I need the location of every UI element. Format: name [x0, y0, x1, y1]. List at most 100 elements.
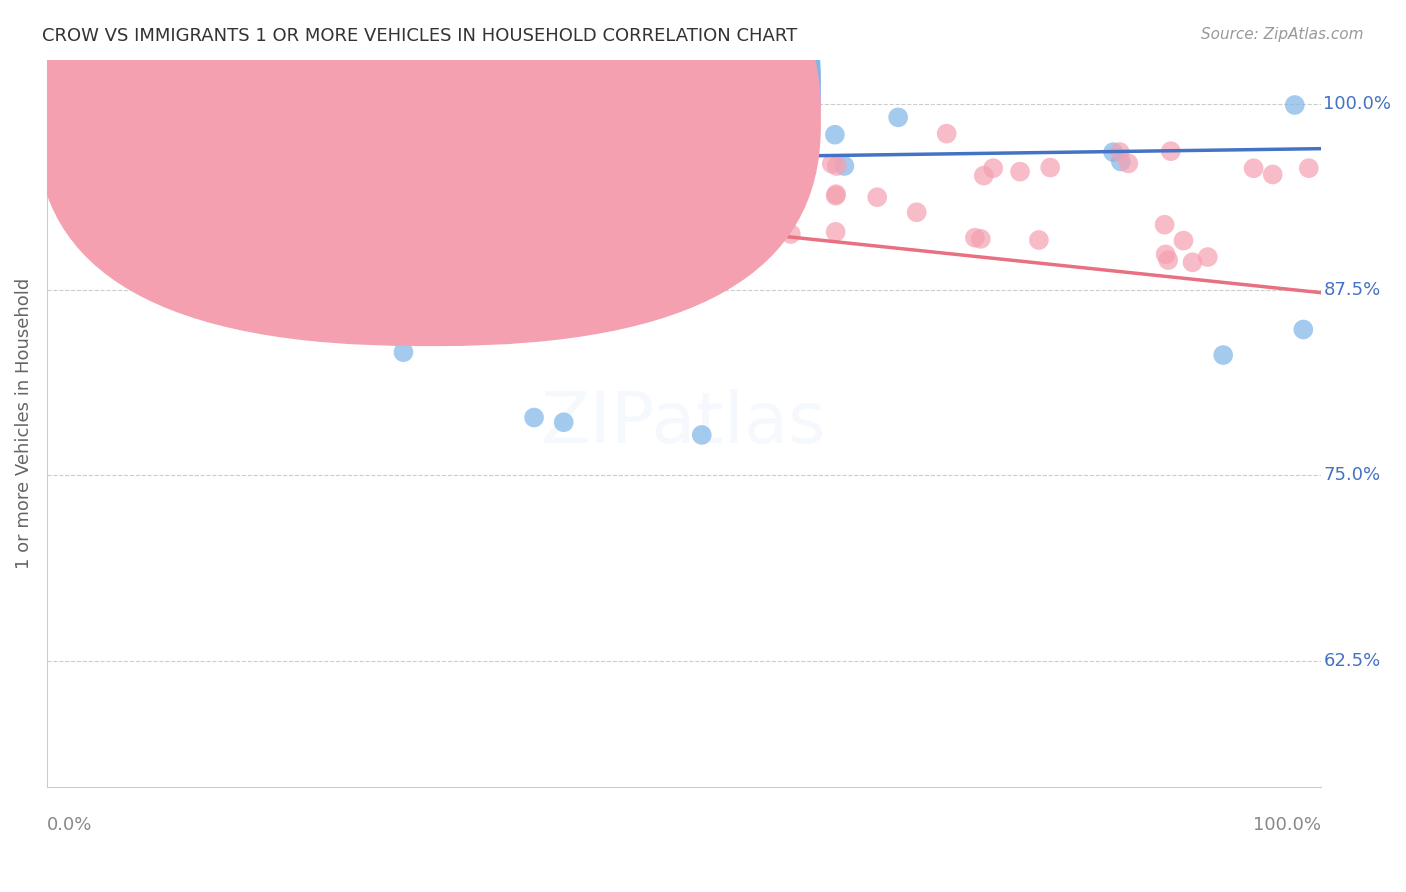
Immigrants: [51, 140, 73, 154]
Immigrants: [434, 155, 457, 169]
Text: CROW VS IMMIGRANTS 1 OR MORE VEHICLES IN HOUSEHOLD CORRELATION CHART: CROW VS IMMIGRANTS 1 OR MORE VEHICLES IN…: [42, 27, 797, 45]
Immigrants: [96, 149, 118, 163]
Immigrants: [463, 197, 485, 211]
Immigrants: [84, 97, 107, 112]
Immigrants: [42, 157, 65, 171]
Crow: [67, 146, 90, 161]
Immigrants: [44, 97, 66, 112]
Immigrants: [963, 231, 986, 245]
Immigrants: [49, 120, 72, 134]
Immigrants: [104, 120, 127, 135]
Crow: [73, 120, 96, 134]
Crow: [690, 428, 713, 442]
Text: 100.0%: 100.0%: [1323, 95, 1392, 113]
Crow: [146, 161, 169, 175]
Immigrants: [163, 178, 186, 193]
Immigrants: [93, 124, 115, 138]
Crow: [67, 135, 90, 149]
Immigrants: [77, 180, 100, 194]
Crow: [887, 111, 910, 125]
Crow: [56, 144, 79, 158]
Immigrants: [67, 97, 90, 112]
Text: ZIPatlas: ZIPatlas: [541, 389, 827, 458]
Immigrants: [215, 153, 238, 168]
Immigrants: [485, 155, 508, 169]
Crow: [48, 152, 70, 166]
FancyBboxPatch shape: [398, 67, 804, 144]
Immigrants: [44, 147, 66, 161]
Immigrants: [1008, 164, 1031, 178]
Immigrants: [83, 114, 105, 128]
Immigrants: [93, 100, 115, 114]
Crow: [46, 155, 69, 169]
Immigrants: [825, 187, 848, 202]
Immigrants: [83, 139, 105, 153]
Immigrants: [1028, 233, 1050, 247]
Immigrants: [146, 125, 169, 139]
Immigrants: [63, 117, 86, 131]
Immigrants: [1039, 161, 1062, 175]
Text: 0.0%: 0.0%: [46, 816, 93, 834]
Immigrants: [51, 97, 73, 112]
Immigrants: [543, 145, 565, 160]
Crow: [84, 157, 107, 171]
Immigrants: [56, 169, 79, 184]
FancyBboxPatch shape: [37, 0, 820, 314]
Immigrants: [238, 105, 260, 120]
Immigrants: [905, 205, 928, 219]
Immigrants: [38, 113, 60, 128]
Immigrants: [363, 136, 385, 151]
Legend: Crow, Immigrants: Crow, Immigrants: [405, 83, 657, 116]
Immigrants: [1261, 168, 1284, 182]
Immigrants: [94, 97, 117, 112]
Text: 87.5%: 87.5%: [1323, 281, 1381, 299]
Immigrants: [55, 97, 77, 112]
Immigrants: [163, 102, 186, 116]
Immigrants: [779, 227, 801, 241]
Crow: [523, 410, 546, 425]
Immigrants: [52, 164, 75, 178]
Immigrants: [325, 194, 347, 208]
Crow: [824, 128, 846, 142]
Crow: [115, 151, 138, 165]
Crow: [1102, 145, 1125, 160]
Immigrants: [399, 132, 422, 146]
Immigrants: [866, 190, 889, 204]
Immigrants: [271, 194, 294, 208]
Crow: [46, 112, 69, 127]
Crow: [46, 131, 69, 145]
Immigrants: [388, 174, 411, 188]
Immigrants: [727, 157, 749, 171]
Immigrants: [72, 147, 94, 161]
Immigrants: [131, 112, 153, 127]
Immigrants: [256, 138, 278, 153]
Crow: [392, 345, 415, 359]
Immigrants: [188, 175, 211, 189]
Immigrants: [177, 113, 200, 128]
Immigrants: [973, 169, 995, 183]
Crow: [174, 124, 197, 138]
Immigrants: [77, 115, 100, 129]
Crow: [1292, 322, 1315, 336]
Immigrants: [377, 137, 399, 152]
Crow: [53, 101, 76, 115]
Immigrants: [517, 207, 540, 221]
Immigrants: [66, 131, 89, 145]
Immigrants: [1108, 145, 1130, 159]
Immigrants: [84, 125, 107, 139]
Immigrants: [129, 97, 152, 112]
Immigrants: [1197, 250, 1219, 264]
Immigrants: [970, 232, 993, 246]
Immigrants: [142, 183, 165, 197]
Text: 62.5%: 62.5%: [1323, 652, 1381, 670]
Immigrants: [38, 176, 60, 190]
Immigrants: [90, 115, 112, 129]
Immigrants: [138, 180, 160, 194]
Immigrants: [440, 128, 463, 143]
Immigrants: [824, 188, 846, 202]
Immigrants: [231, 143, 253, 157]
Immigrants: [821, 157, 844, 171]
Immigrants: [84, 137, 107, 152]
Immigrants: [46, 137, 69, 152]
Crow: [834, 159, 856, 173]
